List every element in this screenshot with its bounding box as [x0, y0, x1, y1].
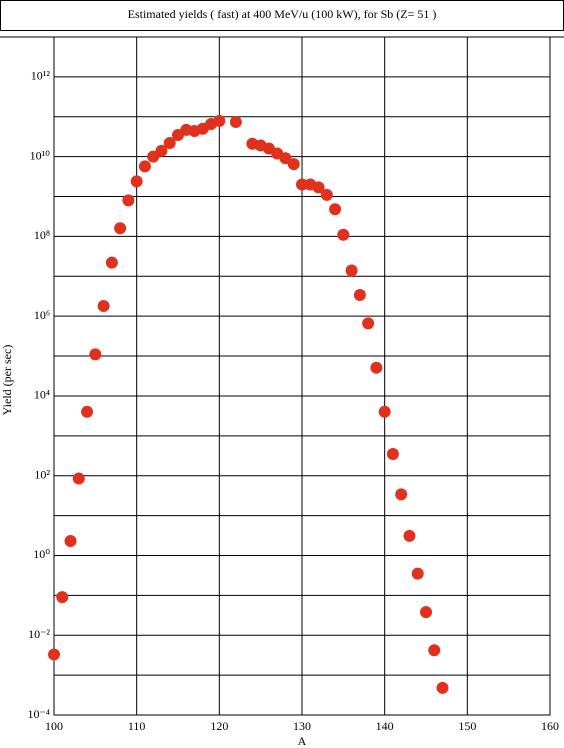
point	[378, 405, 391, 418]
point	[229, 115, 242, 128]
point	[420, 606, 432, 619]
point	[320, 188, 333, 201]
x-tick-label: 140	[376, 719, 394, 733]
x-tick-label: 100	[45, 719, 63, 733]
point	[48, 648, 60, 661]
y-tick-label: 10¹⁰	[30, 148, 51, 162]
point	[428, 644, 441, 657]
point	[56, 591, 69, 604]
x-axis-label: A	[298, 734, 307, 748]
y-tick-label: 10⁸	[34, 228, 50, 242]
point	[395, 488, 408, 501]
point	[403, 529, 416, 542]
point	[386, 448, 399, 461]
y-tick-label: 10⁻²	[28, 627, 50, 641]
x-tick-label: 120	[210, 719, 228, 733]
point	[155, 144, 168, 157]
x-tick-label: 160	[541, 719, 559, 733]
point	[411, 567, 424, 580]
x-tick-label: 130	[293, 719, 311, 733]
point	[72, 472, 85, 485]
y-tick-label: 10⁻⁴	[27, 707, 50, 721]
point	[329, 203, 342, 216]
point	[436, 681, 449, 694]
point	[114, 222, 127, 235]
y-tick-label: 10¹²	[31, 69, 51, 83]
point	[138, 160, 151, 173]
point	[337, 228, 350, 241]
point	[362, 317, 375, 330]
y-tick-label: 10⁴	[34, 388, 50, 402]
point	[89, 348, 102, 361]
x-tick-label: 110	[128, 719, 146, 733]
point	[296, 178, 308, 191]
y-tick-label: 10²	[34, 467, 50, 481]
chart-title: Estimated yields ( fast) at 400 MeV/u (1…	[128, 7, 437, 21]
point	[312, 181, 325, 194]
y-axis-label: Yield (per sec)	[0, 345, 14, 416]
point	[130, 175, 143, 188]
point	[287, 158, 300, 171]
point	[163, 136, 176, 149]
y-tick-label: 10⁰	[33, 547, 50, 561]
point	[353, 288, 366, 301]
point	[345, 264, 358, 277]
point	[97, 299, 110, 312]
point	[122, 194, 135, 207]
point	[81, 405, 94, 418]
x-tick-label: 150	[458, 719, 476, 733]
y-tick-label: 10⁶	[34, 308, 50, 322]
point	[370, 361, 383, 374]
point	[105, 256, 118, 269]
point	[213, 114, 226, 127]
point	[64, 535, 77, 548]
